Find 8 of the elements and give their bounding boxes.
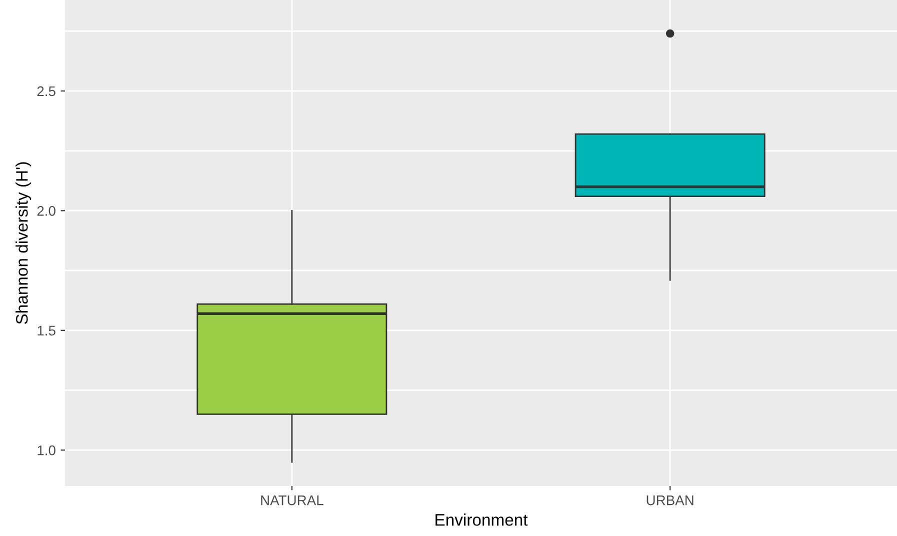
- y-tick-label: 2.0: [37, 206, 56, 216]
- x-tick-label: URBAN: [646, 496, 694, 506]
- x-axis-title: Environment: [436, 514, 528, 526]
- x-tick-label: NATURAL: [261, 496, 324, 506]
- y-tick-label: 1.5: [38, 326, 56, 336]
- y-tick-label: 1.0: [38, 445, 56, 456]
- y-axis-title: Shannon diversity (H'): [16, 162, 32, 324]
- y-tick-label: 2.5: [37, 86, 56, 96]
